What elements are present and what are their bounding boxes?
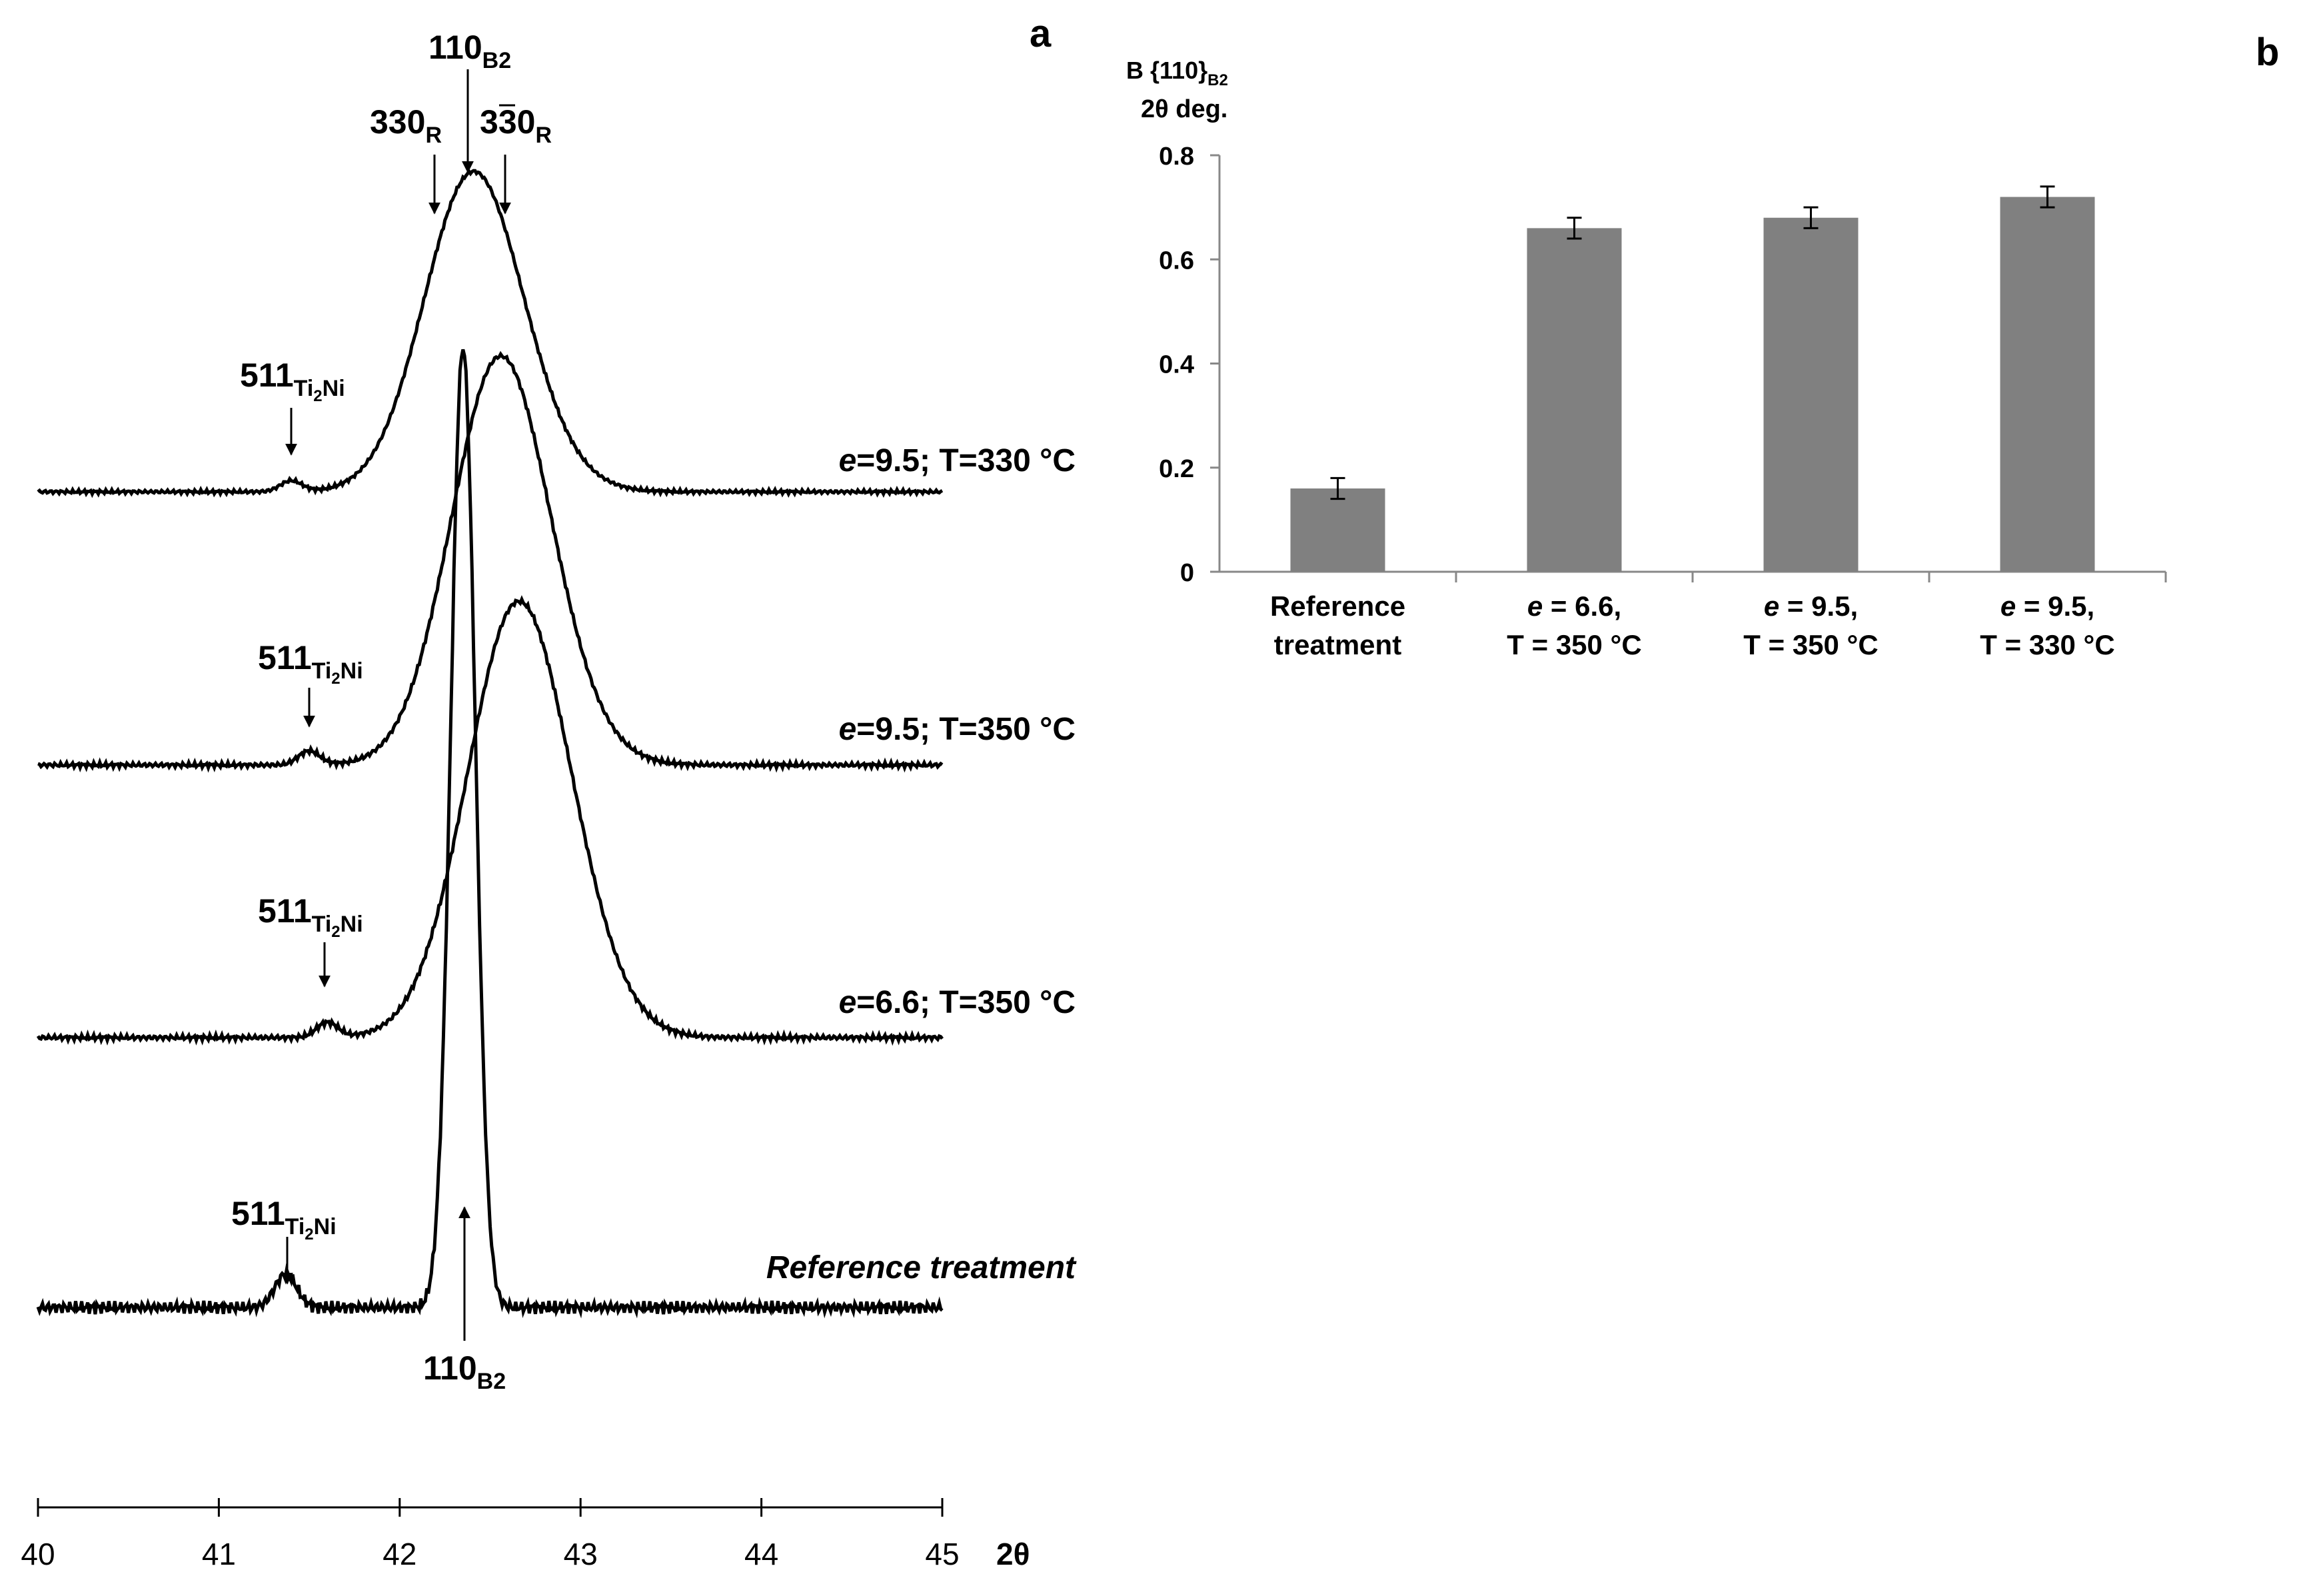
xrd-curve-2	[36, 595, 944, 1046]
xrd-curve-0	[37, 168, 944, 498]
curve-label-e66-t350: e=6.6; T=350 °C	[839, 985, 1076, 1020]
svg-text:511Ti2Ni: 511Ti2Ni	[240, 357, 345, 405]
svg-text:511Ti2Ni: 511Ti2Ni	[258, 639, 363, 688]
annot-3-3bar-0-r: 330R	[480, 103, 552, 148]
annot-511-ti2ni-1: 511Ti2Ni	[240, 357, 345, 456]
panel-b-y-label: B {110}B2	[1126, 57, 1228, 89]
x-tick-label: 44	[744, 1537, 778, 1571]
bar-0	[1290, 488, 1385, 572]
panel-b-bar-chart: b B {110}B2 2θ deg. 0 0.2 0.4 0.6 0.8 Referen…	[1126, 31, 2279, 660]
x-tick-label: 43	[564, 1537, 598, 1571]
svg-text:511Ti2Ni: 511Ti2Ni	[231, 1195, 337, 1243]
annot-110-b2-top: 110B2	[428, 29, 511, 73]
curve-label-e95-t330: e=9.5; T=330 °C	[839, 443, 1076, 478]
x-tick-label: 40	[21, 1537, 55, 1571]
bar-1	[1527, 228, 1622, 572]
y-tick-label: 0.6	[1159, 247, 1194, 275]
y-tick-label: 0.8	[1159, 143, 1194, 171]
y-tick-label: 0.2	[1159, 455, 1194, 483]
annot-511-ti2ni-2: 511Ti2Ni	[258, 639, 363, 728]
panel-b-label: b	[2256, 31, 2279, 74]
category-label-0-line1: Reference	[1270, 590, 1405, 622]
panel-a-x-ticks: 40 41 42 43 44 45	[21, 1498, 960, 1571]
annot-511-ti2ni-4: 511Ti2Ni	[231, 1195, 337, 1285]
xrd-curve-3	[36, 349, 944, 1319]
curve-label-e95-t350: e=9.5; T=350 °C	[839, 712, 1076, 747]
category-label-3-line2: T = 330 °C	[1980, 629, 2114, 660]
x-tick-label: 45	[925, 1537, 959, 1571]
category-label-1-line2: T = 350 °C	[1507, 629, 1641, 660]
category-label-2-line1: e = 9.5,	[1764, 590, 1858, 622]
bar-3	[2000, 197, 2095, 572]
annot-511-ti2ni-3: 511Ti2Ni	[258, 892, 363, 988]
y-tick-label: 0	[1180, 559, 1194, 587]
category-label-2-line2: T = 350 °C	[1743, 629, 1878, 660]
x-tick-label: 42	[383, 1537, 416, 1571]
annot-330-r: 330R	[370, 103, 442, 148]
x-tick-label: 41	[202, 1537, 236, 1571]
category-label-0-line2: treatment	[1274, 629, 1401, 660]
panel-a-x-axis-label: 2θ	[996, 1537, 1030, 1571]
svg-text:511Ti2Ni: 511Ti2Ni	[258, 892, 363, 941]
xrd-curve-1	[37, 351, 944, 773]
panel-a-xrd-patterns: a 40 41 42 43 44 45 2θ e=9.5; T=330 °C e=9.5;…	[21, 12, 1077, 1571]
xrd-curves	[36, 168, 944, 1319]
panel-b-y-label-line2: 2θ deg.	[1141, 95, 1227, 123]
y-tick-label: 0.4	[1159, 351, 1194, 379]
category-label-1-line1: e = 6.6,	[1527, 590, 1621, 622]
curve-label-reference: Reference treatment	[766, 1250, 1077, 1285]
annot-110-b2-bottom: 110B2	[423, 1349, 506, 1394]
category-label-3-line1: e = 9.5,	[2000, 590, 2094, 622]
bar-2	[1763, 217, 1859, 572]
panel-a-label: a	[1030, 12, 1052, 55]
bar-chart-plot: 0 0.2 0.4 0.6 0.8 Reference treatment e = 6.6, T…	[1159, 143, 2167, 660]
